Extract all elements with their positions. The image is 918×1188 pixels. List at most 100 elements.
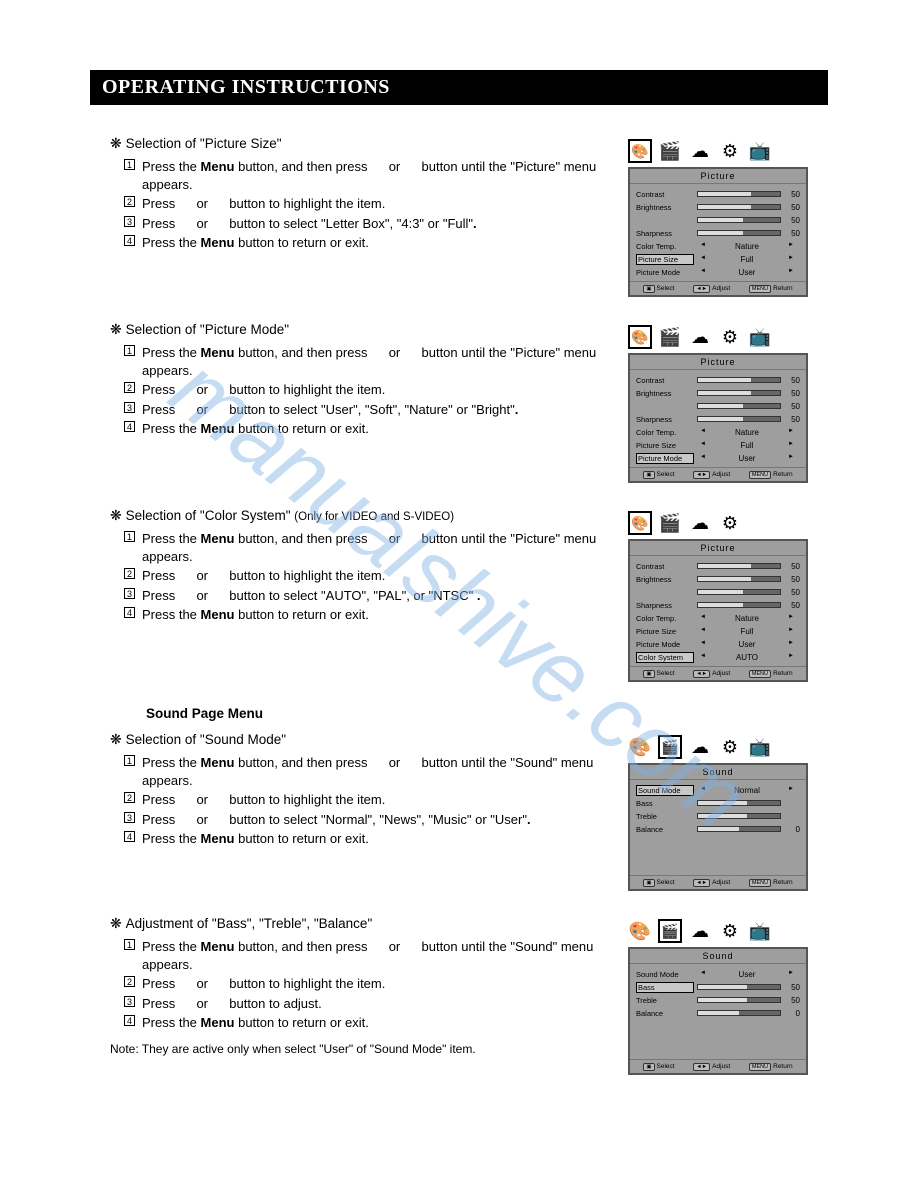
steps-picsize: 1Press the Menu button, and then press o… — [110, 158, 612, 252]
osd-label: Picture Size — [636, 441, 694, 450]
steps-colsys: 1Press the Menu button, and then press o… — [110, 530, 612, 624]
osd-label: Sharpness — [636, 601, 694, 610]
osd-color-system: PictureContrast50Brightness5050Sharpness… — [628, 539, 808, 682]
osd-option: User — [694, 454, 800, 463]
osd-label: Color Temp. — [636, 614, 694, 623]
osd-row: Brightness50 — [636, 387, 800, 399]
osd-picture-size: PictureContrast50Brightness5050Sharpness… — [628, 167, 808, 297]
gear-tab-icon: ⚙ — [718, 139, 742, 163]
osd-title: Picture — [630, 355, 806, 370]
step: 1Press the Menu button, and then press o… — [124, 344, 612, 379]
step: 3Press or button to select "AUTO", "PAL"… — [124, 587, 612, 605]
osd-option: Full — [694, 255, 800, 264]
osd-sound-mode: SoundSound ModeNormalBassTrebleBalance0▣… — [628, 763, 808, 891]
osd-row: Brightness50 — [636, 201, 800, 213]
step: 3Press or button to select "Normal", "Ne… — [124, 811, 612, 829]
osd-slider — [697, 377, 781, 383]
step: 2Press or button to highlight the item. — [124, 975, 612, 993]
section-title: Adjustment of "Bass", "Treble", "Balance… — [110, 915, 612, 932]
osd-title: Picture — [630, 541, 806, 556]
step: 2Press or button to highlight the item. — [124, 381, 612, 399]
step: 1Press the Menu button, and then press o… — [124, 754, 612, 789]
step: 4Press the Menu button to return or exit… — [124, 1014, 612, 1032]
osd-label: Contrast — [636, 562, 694, 571]
section-title: Selection of "Picture Mode" — [110, 321, 612, 338]
step: 4Press the Menu button to return or exit… — [124, 606, 612, 624]
osd-label: Balance — [636, 1009, 694, 1018]
osd-slider — [697, 563, 781, 569]
osd-value: 0 — [784, 825, 800, 834]
osd-row: Balance 0 — [636, 1007, 800, 1019]
osd-footer: ▣Select◄►AdjustMENUReturn — [630, 875, 806, 889]
osd-slider — [697, 984, 781, 990]
osd-slider — [697, 1010, 781, 1016]
osd-slider — [697, 826, 781, 832]
tv-tab-icon: 📺 — [748, 735, 772, 759]
setup-tab-icon: ☁ — [688, 325, 712, 349]
osd-label: Treble — [636, 812, 694, 821]
step: 3Press or button to select "User", "Soft… — [124, 401, 612, 419]
osd-option: User — [694, 268, 800, 277]
osd-row: Sharpness 50 — [636, 599, 800, 611]
osd-footer: ▣Select◄►AdjustMENUReturn — [630, 666, 806, 680]
section-title: Selection of "Picture Size" — [110, 135, 612, 152]
title-text: Selection of "Color System" — [126, 508, 291, 523]
tv-tab-icon: 📺 — [748, 325, 772, 349]
section-color-system: Selection of "Color System" (Only for VI… — [110, 507, 808, 682]
osd-value: 0 — [784, 1009, 800, 1018]
osd-title: Sound — [630, 765, 806, 780]
osd-slider — [697, 390, 781, 396]
osd-value: 50 — [784, 562, 800, 571]
osd-row: 50 — [636, 400, 800, 412]
osd-value: 50 — [784, 216, 800, 225]
osd-slider — [697, 403, 781, 409]
tab-icons: 🎨 🎬 ☁ ⚙ — [628, 507, 808, 535]
osd-row: Color Temp.Nature — [636, 612, 800, 624]
osd-slider — [697, 204, 781, 210]
osd-row: Treble — [636, 810, 800, 822]
osd-row: Picture SizeFull — [636, 439, 800, 451]
osd-row: Color Temp.Nature — [636, 240, 800, 252]
osd-label: Sharpness — [636, 415, 694, 424]
osd-value: 50 — [784, 389, 800, 398]
gear-tab-icon: ⚙ — [718, 325, 742, 349]
osd-footer: ▣Select◄►AdjustMENUReturn — [630, 281, 806, 295]
osd-row: Picture SizeFull — [636, 625, 800, 637]
step: 1Press the Menu button, and then press o… — [124, 938, 612, 973]
step: 2Press or button to highlight the item. — [124, 567, 612, 585]
osd-value: 50 — [784, 415, 800, 424]
osd-slider — [697, 997, 781, 1003]
steps-bass: 1Press the Menu button, and then press o… — [110, 938, 612, 1032]
note: Note: They are active only when select "… — [110, 1042, 612, 1056]
osd-row: Brightness50 — [636, 573, 800, 585]
osd-label: Contrast — [636, 190, 694, 199]
osd-row: Bass50 — [636, 981, 800, 993]
sound-tab-icon: 🎬 — [658, 919, 682, 943]
section-bass-treble-balance: Adjustment of "Bass", "Treble", "Balance… — [110, 915, 808, 1075]
osd-row: Color SystemAUTO — [636, 651, 800, 663]
steps-sndmode: 1Press the Menu button, and then press o… — [110, 754, 612, 848]
osd-slider — [697, 217, 781, 223]
osd-row: Sound ModeUser — [636, 968, 800, 980]
step: 2Press or button to highlight the item. — [124, 195, 612, 213]
osd-slider — [697, 191, 781, 197]
osd-option: Nature — [694, 428, 800, 437]
picture-tab-icon: 🎨 — [628, 325, 652, 349]
osd-title: Sound — [630, 949, 806, 964]
sound-tab-icon: 🎬 — [658, 511, 682, 535]
osd-option: Full — [694, 441, 800, 450]
osd-label: Bass — [636, 982, 694, 993]
picture-tab-icon: 🎨 — [628, 511, 652, 535]
picture-tab-icon: 🎨 — [628, 735, 652, 759]
picture-tab-icon: 🎨 — [628, 919, 652, 943]
osd-row: Contrast50 — [636, 374, 800, 386]
step: 3Press or button to adjust. — [124, 995, 612, 1013]
osd-value: 50 — [784, 601, 800, 610]
osd-label: Treble — [636, 996, 694, 1005]
subtitle: (Only for VIDEO and S-VIDEO) — [294, 511, 454, 523]
osd-slider — [697, 416, 781, 422]
gear-tab-icon: ⚙ — [718, 735, 742, 759]
osd-label: Picture Mode — [636, 640, 694, 649]
content: Selection of "Picture Size" 1Press the M… — [90, 135, 828, 1075]
osd-value: 50 — [784, 996, 800, 1005]
